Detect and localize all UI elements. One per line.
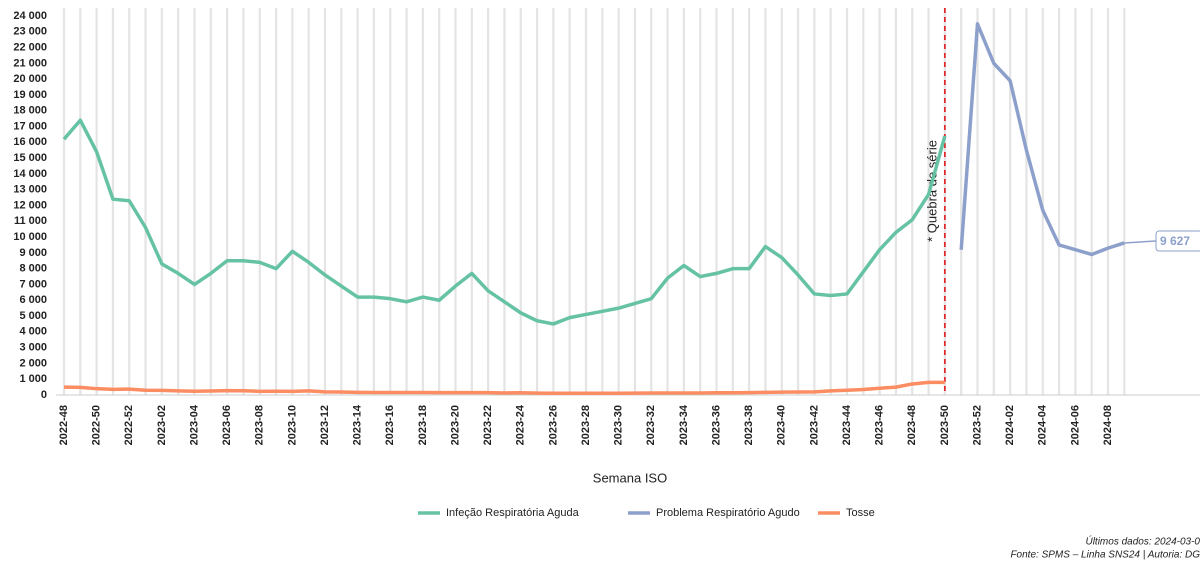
x-tick-label: 2023-04 xyxy=(188,404,200,445)
y-tick-label: 1 000 xyxy=(19,373,47,385)
series-line xyxy=(959,22,1125,257)
x-tick-label: 2022-50 xyxy=(91,405,103,445)
x-tick-label: 2023-48 xyxy=(906,405,918,445)
x-tick-label: 2023-32 xyxy=(645,405,657,445)
footer-line: Últimos dados: 2024-03-0 xyxy=(1085,535,1200,548)
series-line xyxy=(62,118,947,326)
x-tick-label: 2024-02 xyxy=(1004,405,1016,445)
x-tick-label: 2023-08 xyxy=(254,405,266,445)
value-label-box xyxy=(1155,230,1200,252)
y-tick-label: 14 000 xyxy=(13,168,47,180)
series-line xyxy=(63,380,945,396)
y-tick-label: 20 000 xyxy=(13,73,47,85)
y-tick-label: 17 000 xyxy=(13,120,47,132)
legend-label: Infeção Respiratória Aguda xyxy=(446,507,580,519)
y-tick-label: 7 000 xyxy=(19,278,47,290)
x-tick-label: 2023-06 xyxy=(221,405,233,445)
x-tick-label: 2023-42 xyxy=(808,405,820,445)
x-tick-label: 2023-44 xyxy=(841,404,853,445)
y-tick-label: 18 000 xyxy=(13,105,47,117)
x-tick-label: 2023-14 xyxy=(352,404,364,445)
y-tick-label: 13 000 xyxy=(13,184,47,196)
x-tick-label: 2023-34 xyxy=(678,404,690,445)
x-tick-label: 2023-50 xyxy=(939,405,951,445)
y-tick-label: 2 000 xyxy=(19,357,47,369)
value-label: 9 627 xyxy=(1160,234,1190,248)
annotation: * Quebra de série xyxy=(924,140,939,242)
legend-label: Tosse xyxy=(846,507,875,519)
x-tick-label: 2023-26 xyxy=(547,405,559,445)
y-tick-label: 15 000 xyxy=(13,152,47,164)
x-tick-label: 2023-02 xyxy=(156,405,168,445)
label-connector xyxy=(1124,240,1157,244)
y-tick-label: 8 000 xyxy=(19,263,47,275)
y-tick-label: 6 000 xyxy=(19,294,47,306)
x-tick-label: 2023-18 xyxy=(417,405,429,445)
y-tick-label: 4 000 xyxy=(19,326,47,338)
y-tick-label: 11 000 xyxy=(14,215,47,227)
x-tick-label: 2023-46 xyxy=(874,405,886,445)
y-tick-label: 0 xyxy=(41,389,47,401)
x-tick-label: 2023-38 xyxy=(743,405,755,445)
x-tick-label: 2022-48 xyxy=(58,405,70,445)
y-tick-label: 3 000 xyxy=(19,342,47,354)
x-tick-label: 2024-04 xyxy=(1037,404,1049,445)
x-tick-label: 2023-16 xyxy=(384,405,396,445)
legend-label: Problema Respiratório Agudo xyxy=(656,507,800,519)
x-tick-label: 2023-22 xyxy=(482,405,494,445)
x-tick-label: 2023-10 xyxy=(286,405,298,445)
y-tick-label: 10 000 xyxy=(13,231,47,243)
y-tick-label: 9 000 xyxy=(19,247,47,259)
x-tick-label: 2023-52 xyxy=(971,405,983,445)
x-axis-label: Semana ISO xyxy=(593,470,667,485)
x-tick-label: 2022-52 xyxy=(123,405,135,445)
y-tick-label: 22 000 xyxy=(13,41,47,53)
x-tick-label: 2023-36 xyxy=(710,405,722,445)
x-tick-label: 2024-08 xyxy=(1102,405,1114,445)
x-tick-label: 2024-06 xyxy=(1069,405,1081,445)
y-tick-label: 16 000 xyxy=(13,136,47,148)
x-tick-label: 2023-12 xyxy=(319,405,331,445)
y-tick-label: 24 000 xyxy=(13,10,47,22)
x-tick-label: 2023-24 xyxy=(515,404,527,445)
footer-line: Fonte: SPMS – Linha SNS24 | Autoria: DG xyxy=(1010,550,1200,561)
x-tick-label: 2023-20 xyxy=(449,405,461,445)
y-tick-label: 5 000 xyxy=(19,310,47,322)
y-tick-label: 19 000 xyxy=(13,89,47,101)
x-tick-label: 2023-28 xyxy=(580,405,592,445)
y-tick-label: 12 000 xyxy=(13,199,47,211)
x-tick-label: 2023-30 xyxy=(613,405,625,445)
y-tick-label: 21 000 xyxy=(13,57,47,69)
y-tick-label: 23 000 xyxy=(13,26,47,38)
x-tick-label: 2023-40 xyxy=(776,405,788,445)
